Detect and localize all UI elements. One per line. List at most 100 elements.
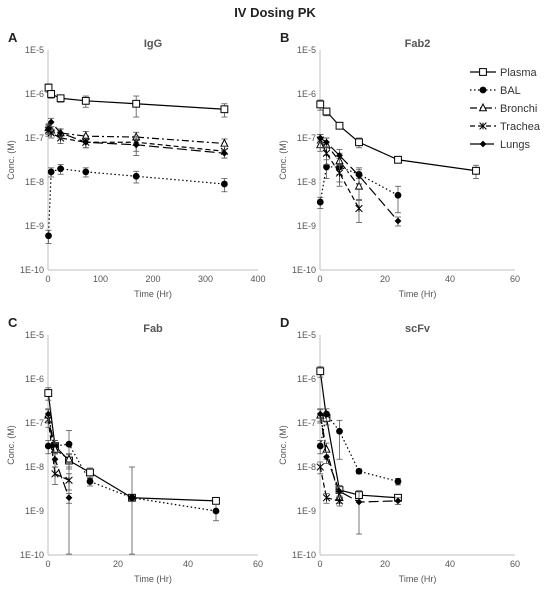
data-point xyxy=(323,163,330,171)
data-point xyxy=(316,198,324,206)
data-point xyxy=(47,118,55,126)
data-point xyxy=(355,172,363,179)
y-tick-label: 1E-5 xyxy=(25,45,44,55)
legend-entry: Trachea xyxy=(470,121,541,133)
panel-letter: B xyxy=(280,30,289,45)
data-point xyxy=(81,96,90,105)
x-tick-label: 40 xyxy=(445,559,455,569)
panel-letter: D xyxy=(280,315,289,330)
x-tick-label: 20 xyxy=(380,274,390,284)
y-tick-label: 1E-8 xyxy=(297,462,316,472)
data-point xyxy=(394,155,402,164)
legend-label: Plasma xyxy=(500,67,538,79)
x-axis-label: Time (Hr) xyxy=(134,289,172,299)
data-point xyxy=(82,168,90,176)
x-axis-label: Time (Hr) xyxy=(134,574,172,584)
y-tick-label: 1E-8 xyxy=(25,177,44,187)
panel-b: B Fab2 1E-10 1E-9 1E-8 1E-7 1E-6 1E-5 0 20 40 60 Tim… xyxy=(278,30,541,299)
data-point xyxy=(336,487,343,495)
legend-marker xyxy=(479,122,487,130)
x-tick-label: 0 xyxy=(317,559,322,569)
y-tick-label: 1E-8 xyxy=(297,177,316,187)
x-tick-label: 40 xyxy=(183,559,193,569)
data-point xyxy=(316,410,324,418)
y-tick-label: 1E-7 xyxy=(25,133,44,143)
y-tick-label: 1E-10 xyxy=(292,265,316,275)
data-point xyxy=(44,83,53,92)
legend-label: BAL xyxy=(500,85,521,97)
y-tick-label: 1E-9 xyxy=(25,506,44,516)
data-point xyxy=(336,427,343,435)
data-point xyxy=(65,476,73,484)
data-point xyxy=(355,138,363,147)
data-point xyxy=(394,217,402,225)
data-point xyxy=(44,389,53,397)
series-bal xyxy=(45,164,228,244)
x-tick-label: 60 xyxy=(253,559,263,569)
y-axis-label: Conc. (M) xyxy=(6,425,16,465)
y-tick-label: 1E-9 xyxy=(297,221,316,231)
data-point xyxy=(221,149,228,157)
series-line xyxy=(47,419,70,481)
x-axis-label: Time (Hr) xyxy=(399,574,437,584)
legend-label: Bronchi xyxy=(500,103,537,115)
data-point xyxy=(65,494,73,502)
data-point xyxy=(355,498,363,506)
data-point xyxy=(47,90,56,98)
legend-marker xyxy=(479,140,487,148)
series-lungs xyxy=(316,408,402,535)
series-lungs xyxy=(44,408,73,504)
figure-title: IV Dosing PK xyxy=(234,5,316,20)
y-tick-label: 1E-8 xyxy=(25,462,44,472)
data-point xyxy=(45,125,52,133)
x-tick-label: 0 xyxy=(45,274,50,284)
series-line xyxy=(47,392,217,502)
legend: Plasma BAL Bronchi Trachea Lungs xyxy=(470,67,541,151)
legend-entry: Plasma xyxy=(470,67,538,79)
data-point xyxy=(82,138,90,146)
legend-marker xyxy=(479,86,487,94)
data-point xyxy=(47,168,55,176)
data-point xyxy=(322,444,331,453)
series-line xyxy=(319,412,399,483)
data-point xyxy=(355,467,363,475)
y-tick-label: 1E-9 xyxy=(25,221,44,231)
data-point xyxy=(132,172,140,180)
error-bar xyxy=(336,419,343,460)
x-tick-label: 400 xyxy=(250,274,265,284)
y-tick-label: 1E-7 xyxy=(25,418,44,428)
x-tick-label: 100 xyxy=(93,274,108,284)
data-point xyxy=(86,468,94,477)
data-point xyxy=(220,105,229,114)
series-line xyxy=(47,413,70,498)
data-point xyxy=(316,367,325,376)
panel-title: Fab2 xyxy=(405,38,431,50)
panel-letter: C xyxy=(8,315,18,330)
y-tick-label: 1E-7 xyxy=(297,133,316,143)
series-bal xyxy=(316,408,402,486)
x-tick-label: 20 xyxy=(113,559,123,569)
data-point xyxy=(128,494,136,502)
x-tick-label: 0 xyxy=(317,274,322,284)
data-point xyxy=(51,470,59,478)
y-tick-label: 1E-7 xyxy=(297,418,316,428)
series-line xyxy=(320,144,360,187)
data-point xyxy=(323,138,330,146)
data-point xyxy=(394,191,402,199)
legend-marker xyxy=(478,102,488,112)
data-point xyxy=(335,169,344,177)
data-point xyxy=(323,453,330,461)
series-line xyxy=(319,137,399,222)
data-point xyxy=(335,497,344,505)
error-bar xyxy=(66,429,72,555)
legend-entry: BAL xyxy=(470,85,521,97)
data-point xyxy=(316,442,324,450)
data-point xyxy=(212,507,220,515)
x-tick-label: 40 xyxy=(445,274,455,284)
data-point xyxy=(132,141,140,149)
series-line xyxy=(319,371,399,499)
data-point xyxy=(472,166,480,175)
panel-c: C Fab 1E-10 1E-9 1E-8 1E-7 1E-6 1E-5 0 20 40 60 Time… xyxy=(6,315,263,584)
data-point xyxy=(394,497,402,505)
